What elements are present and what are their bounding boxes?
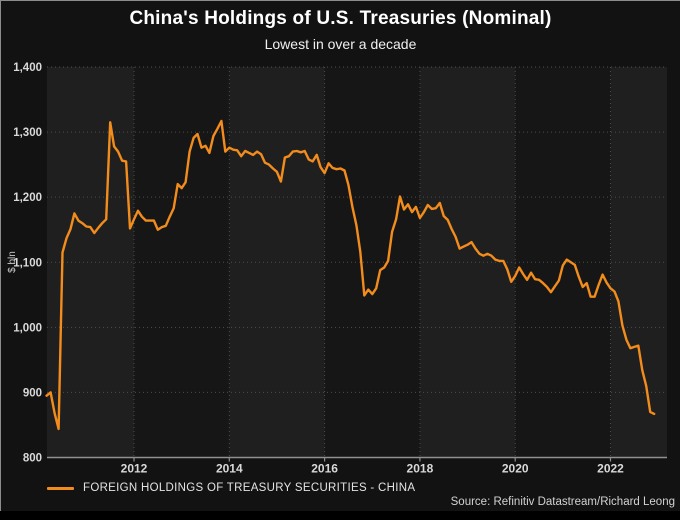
x-tick-label: 2016	[311, 462, 338, 476]
legend-line-swatch	[47, 486, 74, 490]
legend: FOREIGN HOLDINGS OF TREASURY SECURITIES …	[47, 481, 415, 495]
x-tick-label: 2022	[597, 462, 624, 476]
y-tick-label: 900	[23, 387, 42, 399]
x-tick-label: 2018	[407, 462, 434, 476]
legend-label: FOREIGN HOLDINGS OF TREASURY SECURITIES …	[83, 482, 416, 494]
x-tick-label: 2020	[502, 462, 529, 476]
y-axis-title: $ bln	[7, 251, 18, 273]
plot-band	[515, 67, 611, 458]
plot-band	[324, 67, 420, 458]
y-tick-label: 1,400	[13, 62, 42, 74]
y-tick-label: 1,000	[13, 322, 42, 334]
y-tick-label: 1,100	[13, 257, 42, 269]
y-tick-label: 1,300	[13, 127, 42, 139]
chart-title: China's Holdings of U.S. Treasuries (Nom…	[129, 8, 552, 29]
x-tick-label: 2014	[216, 462, 243, 476]
y-tick-label: 800	[23, 453, 42, 465]
data-series-line	[45, 119, 656, 431]
y-tick-label: 1,200	[13, 192, 42, 204]
bottom-letterbox-bar	[0, 511, 680, 520]
chart-subtitle: Lowest in over a decade	[264, 36, 417, 52]
plot-band	[134, 67, 230, 458]
source-credit: Source: Refinitiv Datastream/Richard Leo…	[450, 496, 675, 508]
x-tick-label: 2012	[121, 462, 148, 476]
